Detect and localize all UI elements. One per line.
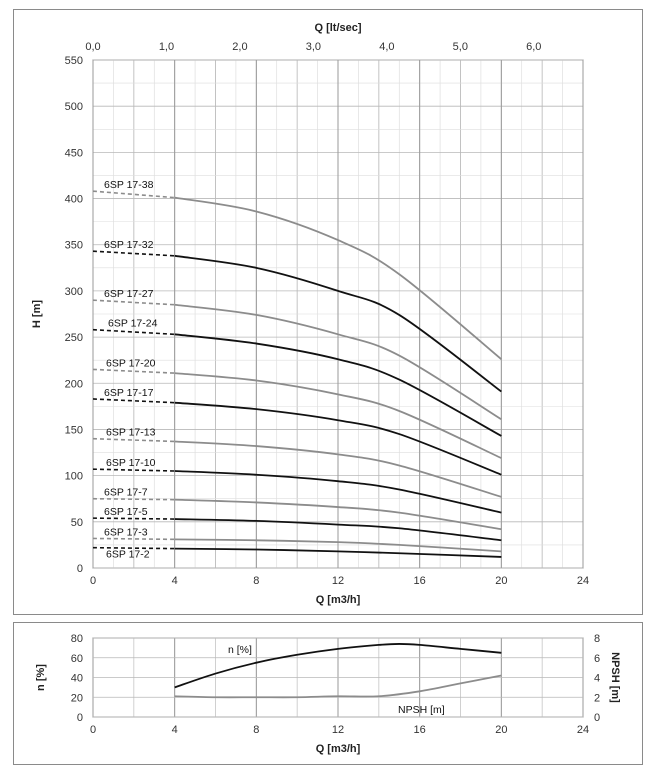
x-tick-label: 24 — [577, 724, 589, 736]
y-tick-label: 500 — [65, 101, 83, 113]
y-tick-label: 550 — [65, 55, 83, 67]
y-tick-label: 400 — [65, 194, 83, 206]
x-tick-label: 12 — [332, 724, 344, 736]
x-tick-label: 20 — [495, 575, 507, 587]
curve-solid — [174, 518, 502, 542]
y-tick-label: 150 — [65, 424, 83, 436]
curve-label: 6SP 17-7 — [104, 487, 148, 499]
y-tick-label: 50 — [71, 517, 83, 529]
curve-label: 6SP 17-27 — [104, 288, 154, 300]
x2-tick-label: 2,0 — [232, 41, 247, 53]
y-tick-label: 350 — [65, 240, 83, 252]
y-axis-title: H [m] — [31, 300, 43, 328]
curve-label: 6SP 17-13 — [106, 427, 156, 439]
x2-tick-label: 0,0 — [85, 41, 100, 53]
x2-tick-label: 3,0 — [306, 41, 321, 53]
x-tick-label: 12 — [332, 575, 344, 587]
y-tick-label: 250 — [65, 332, 83, 344]
curve-solid — [174, 538, 502, 553]
y2-tick-label: 2 — [594, 692, 600, 704]
npsh-label: NPSH [m] — [398, 704, 445, 716]
y-tick-label: 300 — [65, 286, 83, 298]
x-axis-title: Q [m3/h] — [316, 594, 361, 606]
curve-solid — [174, 498, 502, 531]
curve-label: 6SP 17-17 — [104, 387, 154, 399]
curve-label: 6SP 17-38 — [104, 179, 154, 191]
curve-label: 6SP 17-24 — [108, 318, 158, 330]
y-tick-label: 80 — [71, 633, 83, 645]
y2-tick-label: 4 — [594, 673, 600, 685]
x-tick-label: 16 — [414, 575, 426, 587]
x-tick-label: 8 — [253, 575, 259, 587]
x-tick-label: 16 — [414, 724, 426, 736]
y2-tick-label: 8 — [594, 633, 600, 645]
x-tick-label: 4 — [172, 575, 178, 587]
y-tick-label: 40 — [71, 673, 83, 685]
curve-label: 6SP 17-20 — [106, 357, 156, 369]
y-tick-label: 0 — [77, 712, 83, 724]
x-tick-label: 20 — [495, 724, 507, 736]
x2-tick-label: 6,0 — [526, 41, 541, 53]
x2-tick-label: 4,0 — [379, 41, 394, 53]
y-tick-label: 60 — [71, 653, 83, 665]
x-tick-label: 24 — [577, 575, 589, 587]
curve-label: 6SP 17-10 — [106, 457, 156, 469]
x-tick-label: 0 — [90, 724, 96, 736]
curve-solid — [174, 303, 502, 421]
curve-solid — [174, 440, 502, 498]
x-tick-label: 4 — [172, 724, 178, 736]
x2-axis-title: Q [lt/sec] — [314, 22, 361, 34]
x2-tick-label: 5,0 — [453, 41, 468, 53]
x2-tick-label: 1,0 — [159, 41, 174, 53]
y2-tick-label: 6 — [594, 653, 600, 665]
npsh-curve — [174, 674, 502, 699]
y-tick-label: 20 — [71, 692, 83, 704]
x-axis-title-bottom: Q [m3/h] — [316, 743, 361, 755]
curve-solid — [174, 333, 502, 437]
y-tick-label: 0 — [77, 563, 83, 575]
y-tick-label: 100 — [65, 471, 83, 483]
curve-solid — [174, 401, 502, 476]
curve-label: 6SP 17-32 — [104, 239, 154, 251]
curve-label: 6SP 17-3 — [104, 526, 148, 538]
y2-axis-title: NPSH [m] — [609, 652, 621, 703]
y-axis-title-bottom: n [%] — [35, 664, 47, 691]
y2-tick-label: 0 — [594, 712, 600, 724]
x-tick-label: 8 — [253, 724, 259, 736]
efficiency-label: n [%] — [228, 644, 252, 656]
curve-solid — [174, 547, 502, 558]
curve-solid — [174, 196, 502, 360]
efficiency-curve — [174, 643, 502, 689]
curve-solid — [174, 372, 502, 459]
y-tick-label: 200 — [65, 378, 83, 390]
curve-solid — [174, 470, 502, 514]
curve-label: 6SP 17-5 — [104, 506, 148, 518]
curve-label: 6SP 17-2 — [106, 549, 150, 561]
curve-solid — [174, 254, 502, 393]
x-tick-label: 0 — [90, 575, 96, 587]
y-tick-label: 450 — [65, 147, 83, 159]
